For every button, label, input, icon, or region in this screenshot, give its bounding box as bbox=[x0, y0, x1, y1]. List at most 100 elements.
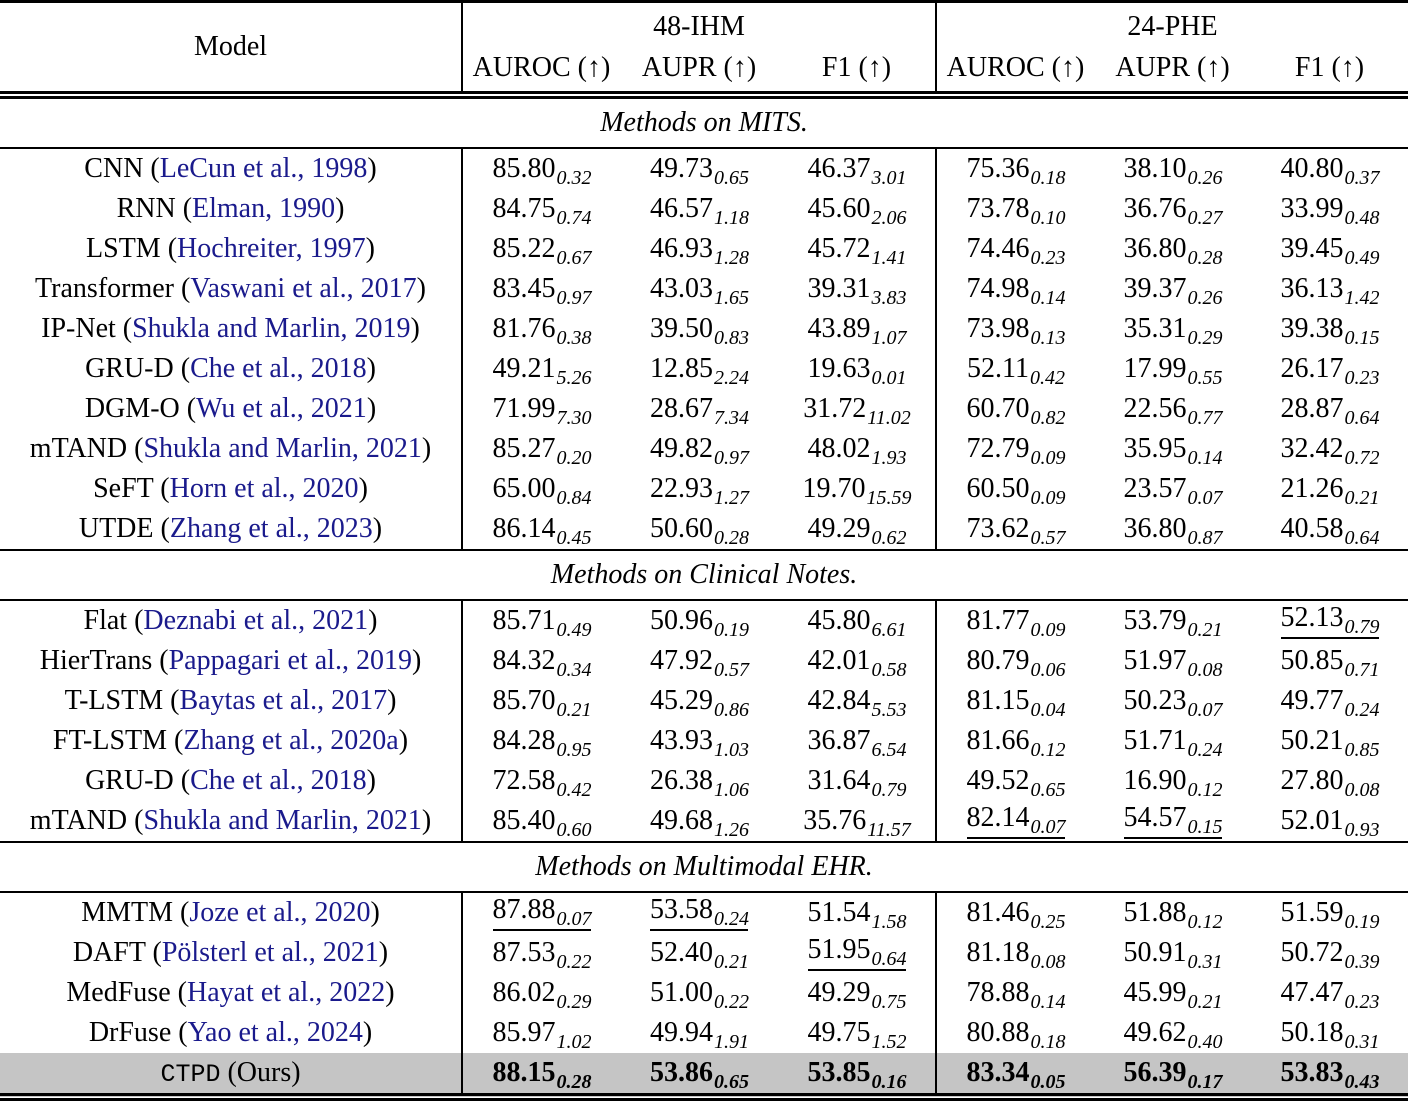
metric-value-cell: 39.450.49 bbox=[1251, 229, 1408, 269]
metric-value-cell: 74.980.14 bbox=[935, 269, 1095, 309]
metric-value: 85.270.20 bbox=[492, 433, 592, 469]
citation-link[interactable]: Wu et al., 2021 bbox=[196, 393, 367, 424]
metric-value: 19.7015.59 bbox=[802, 473, 912, 509]
table-row: IP-Net (Shukla and Marlin, 2019) 81.760.3… bbox=[0, 309, 1408, 349]
column-header-model: Model bbox=[0, 1, 462, 99]
table-row: LSTM (Hochreiter, 1997) 85.220.67 46.931.2… bbox=[0, 229, 1408, 269]
metric-value: 31.640.79 bbox=[807, 765, 907, 801]
model-cell: CNN (LeCun et al., 1998) bbox=[84, 153, 377, 184]
metric-value: 50.600.28 bbox=[650, 513, 749, 549]
metric-value: 43.931.03 bbox=[650, 725, 749, 761]
metric-value-cell: 32.420.72 bbox=[1251, 429, 1408, 469]
citation-link[interactable]: Hayat et al., 2022 bbox=[186, 977, 386, 1008]
metric-value-cell: 51.710.24 bbox=[1094, 721, 1251, 761]
model-cell: IP-Net (Shukla and Marlin, 2019) bbox=[41, 313, 420, 344]
metric-value-cell: 19.630.01 bbox=[778, 349, 936, 389]
group-header-row: Model 48-IHM 24-PHE bbox=[0, 1, 1408, 99]
metric-value-cell: 72.790.09 bbox=[935, 429, 1095, 469]
metric-value: 43.891.07 bbox=[807, 313, 907, 349]
metric-value-cell: 49.290.75 bbox=[778, 973, 936, 1013]
column-header-auroc-24phe: AUROC (↑) bbox=[935, 45, 1095, 99]
metric-value-cell: 47.470.23 bbox=[1251, 973, 1408, 1013]
metric-value: 47.920.57 bbox=[650, 645, 749, 681]
metric-value: 39.313.83 bbox=[807, 273, 907, 309]
metric-value-cell: 50.910.31 bbox=[1094, 933, 1251, 973]
citation-link[interactable]: Joze et al., 2020 bbox=[189, 897, 371, 928]
metric-value-cell: 49.520.65 bbox=[935, 761, 1095, 801]
metric-value-cell: 73.980.13 bbox=[935, 309, 1095, 349]
citation-link[interactable]: Yao et al., 2024 bbox=[187, 1017, 363, 1048]
citation-link[interactable]: Zhang et al., 2023 bbox=[169, 513, 373, 544]
column-header-f1-48ihm: F1 (↑) bbox=[778, 45, 937, 99]
metric-value-cell: 86.140.45 bbox=[461, 509, 620, 550]
metric-value: 21.260.21 bbox=[1280, 473, 1380, 509]
metric-value: 16.900.12 bbox=[1123, 765, 1223, 801]
metric-value-cell: 31.7211.02 bbox=[778, 389, 936, 429]
citation-link[interactable]: Shukla and Marlin, 2021 bbox=[143, 805, 422, 836]
model-name: IP-Net bbox=[41, 313, 116, 344]
metric-value: 73.780.10 bbox=[966, 193, 1066, 229]
table-row: GRU-D (Che et al., 2018) 49.215.26 12.852.… bbox=[0, 349, 1408, 389]
metric-value-cell: 39.500.83 bbox=[620, 309, 778, 349]
citation-link[interactable]: Hochreiter, 1997 bbox=[177, 233, 366, 264]
metric-value-cell: 85.220.67 bbox=[461, 229, 620, 269]
citation-link[interactable]: Shukla and Marlin, 2021 bbox=[143, 433, 422, 464]
model-name: CNN bbox=[84, 153, 144, 184]
citation-link[interactable]: Pappagari et al., 2019 bbox=[168, 645, 412, 676]
citation-link[interactable]: Che et al., 2018 bbox=[190, 353, 367, 384]
citation-link[interactable]: LeCun et al., 1998 bbox=[159, 153, 368, 184]
metric-value-cell: 81.460.25 bbox=[935, 892, 1095, 933]
citation-link[interactable]: Baytas et al., 2017 bbox=[179, 685, 388, 716]
citation-link[interactable]: Vaswani et al., 2017 bbox=[190, 273, 417, 304]
metric-value-cell: 53.830.43 bbox=[1251, 1053, 1408, 1101]
citation-link[interactable]: Deznabi et al., 2021 bbox=[143, 605, 369, 636]
metric-value: 35.950.14 bbox=[1123, 433, 1223, 469]
section-title: Methods on Multimodal EHR. bbox=[0, 841, 1408, 893]
metric-value: 83.450.97 bbox=[492, 273, 592, 309]
metric-value-cell: 50.230.07 bbox=[1094, 681, 1251, 721]
metric-value: 27.800.08 bbox=[1280, 765, 1380, 801]
metric-value-cell: 82.140.07 bbox=[935, 801, 1095, 842]
metric-value: 48.021.93 bbox=[807, 433, 907, 469]
metric-value: 49.290.62 bbox=[807, 513, 907, 549]
citation-link[interactable]: Horn et al., 2020 bbox=[169, 473, 359, 504]
metric-value-cell: 48.021.93 bbox=[778, 429, 936, 469]
metric-value-cell: 84.280.95 bbox=[461, 721, 620, 761]
model-cell: LSTM (Hochreiter, 1997) bbox=[86, 233, 375, 264]
table-row: RNN (Elman, 1990) 84.750.74 46.571.18 45.60… bbox=[0, 189, 1408, 229]
metric-value-cell: 87.880.07 bbox=[461, 892, 620, 933]
metric-value: 23.570.07 bbox=[1123, 473, 1223, 509]
metric-value: 53.790.21 bbox=[1123, 605, 1223, 641]
section-title: Methods on MITS. bbox=[0, 94, 1408, 149]
metric-value-cell: 85.800.32 bbox=[461, 148, 620, 189]
metric-value: 46.571.18 bbox=[650, 193, 749, 229]
metric-value: 40.580.64 bbox=[1280, 513, 1380, 549]
citation-link[interactable]: Shukla and Marlin, 2019 bbox=[132, 313, 411, 344]
metric-value-cell: 49.820.97 bbox=[620, 429, 778, 469]
metric-value: 38.100.26 bbox=[1123, 153, 1223, 189]
table-row: Transformer (Vaswani et al., 2017) 83.450… bbox=[0, 269, 1408, 309]
metric-value-cell: 50.180.31 bbox=[1251, 1013, 1408, 1053]
metric-value: 56.390.17 bbox=[1123, 1057, 1223, 1093]
table-row: CNN (LeCun et al., 1998) 85.800.32 49.730.… bbox=[0, 148, 1408, 189]
metric-value-cell: 81.150.04 bbox=[935, 681, 1095, 721]
metric-value-cell: 51.590.19 bbox=[1251, 892, 1408, 933]
citation-link[interactable]: Elman, 1990 bbox=[192, 193, 336, 224]
metric-value: 40.800.37 bbox=[1280, 153, 1380, 189]
metric-value-cell: 84.320.34 bbox=[461, 641, 620, 681]
metric-value: 49.820.97 bbox=[650, 433, 749, 469]
model-name: SeFT bbox=[93, 473, 154, 504]
model-cell: CTPD (Ours) bbox=[0, 1053, 462, 1101]
metric-value-cell: 49.941.91 bbox=[620, 1013, 778, 1053]
model-name: DGM-O bbox=[84, 393, 180, 424]
citation-link[interactable]: Pölsterl et al., 2021 bbox=[161, 937, 379, 968]
metric-value: 50.210.85 bbox=[1280, 725, 1380, 761]
metric-value-cell: 52.400.21 bbox=[620, 933, 778, 973]
model-name: CTPD bbox=[160, 1060, 221, 1089]
table-row: T-LSTM (Baytas et al., 2017) 85.700.21 45.… bbox=[0, 681, 1408, 721]
metric-value: 49.770.24 bbox=[1280, 685, 1380, 721]
metric-value-cell: 50.210.85 bbox=[1251, 721, 1408, 761]
citation-link[interactable]: Che et al., 2018 bbox=[190, 765, 367, 796]
model-cell: HierTrans (Pappagari et al., 2019) bbox=[39, 645, 422, 676]
citation-link[interactable]: Zhang et al., 2020a bbox=[183, 725, 399, 756]
